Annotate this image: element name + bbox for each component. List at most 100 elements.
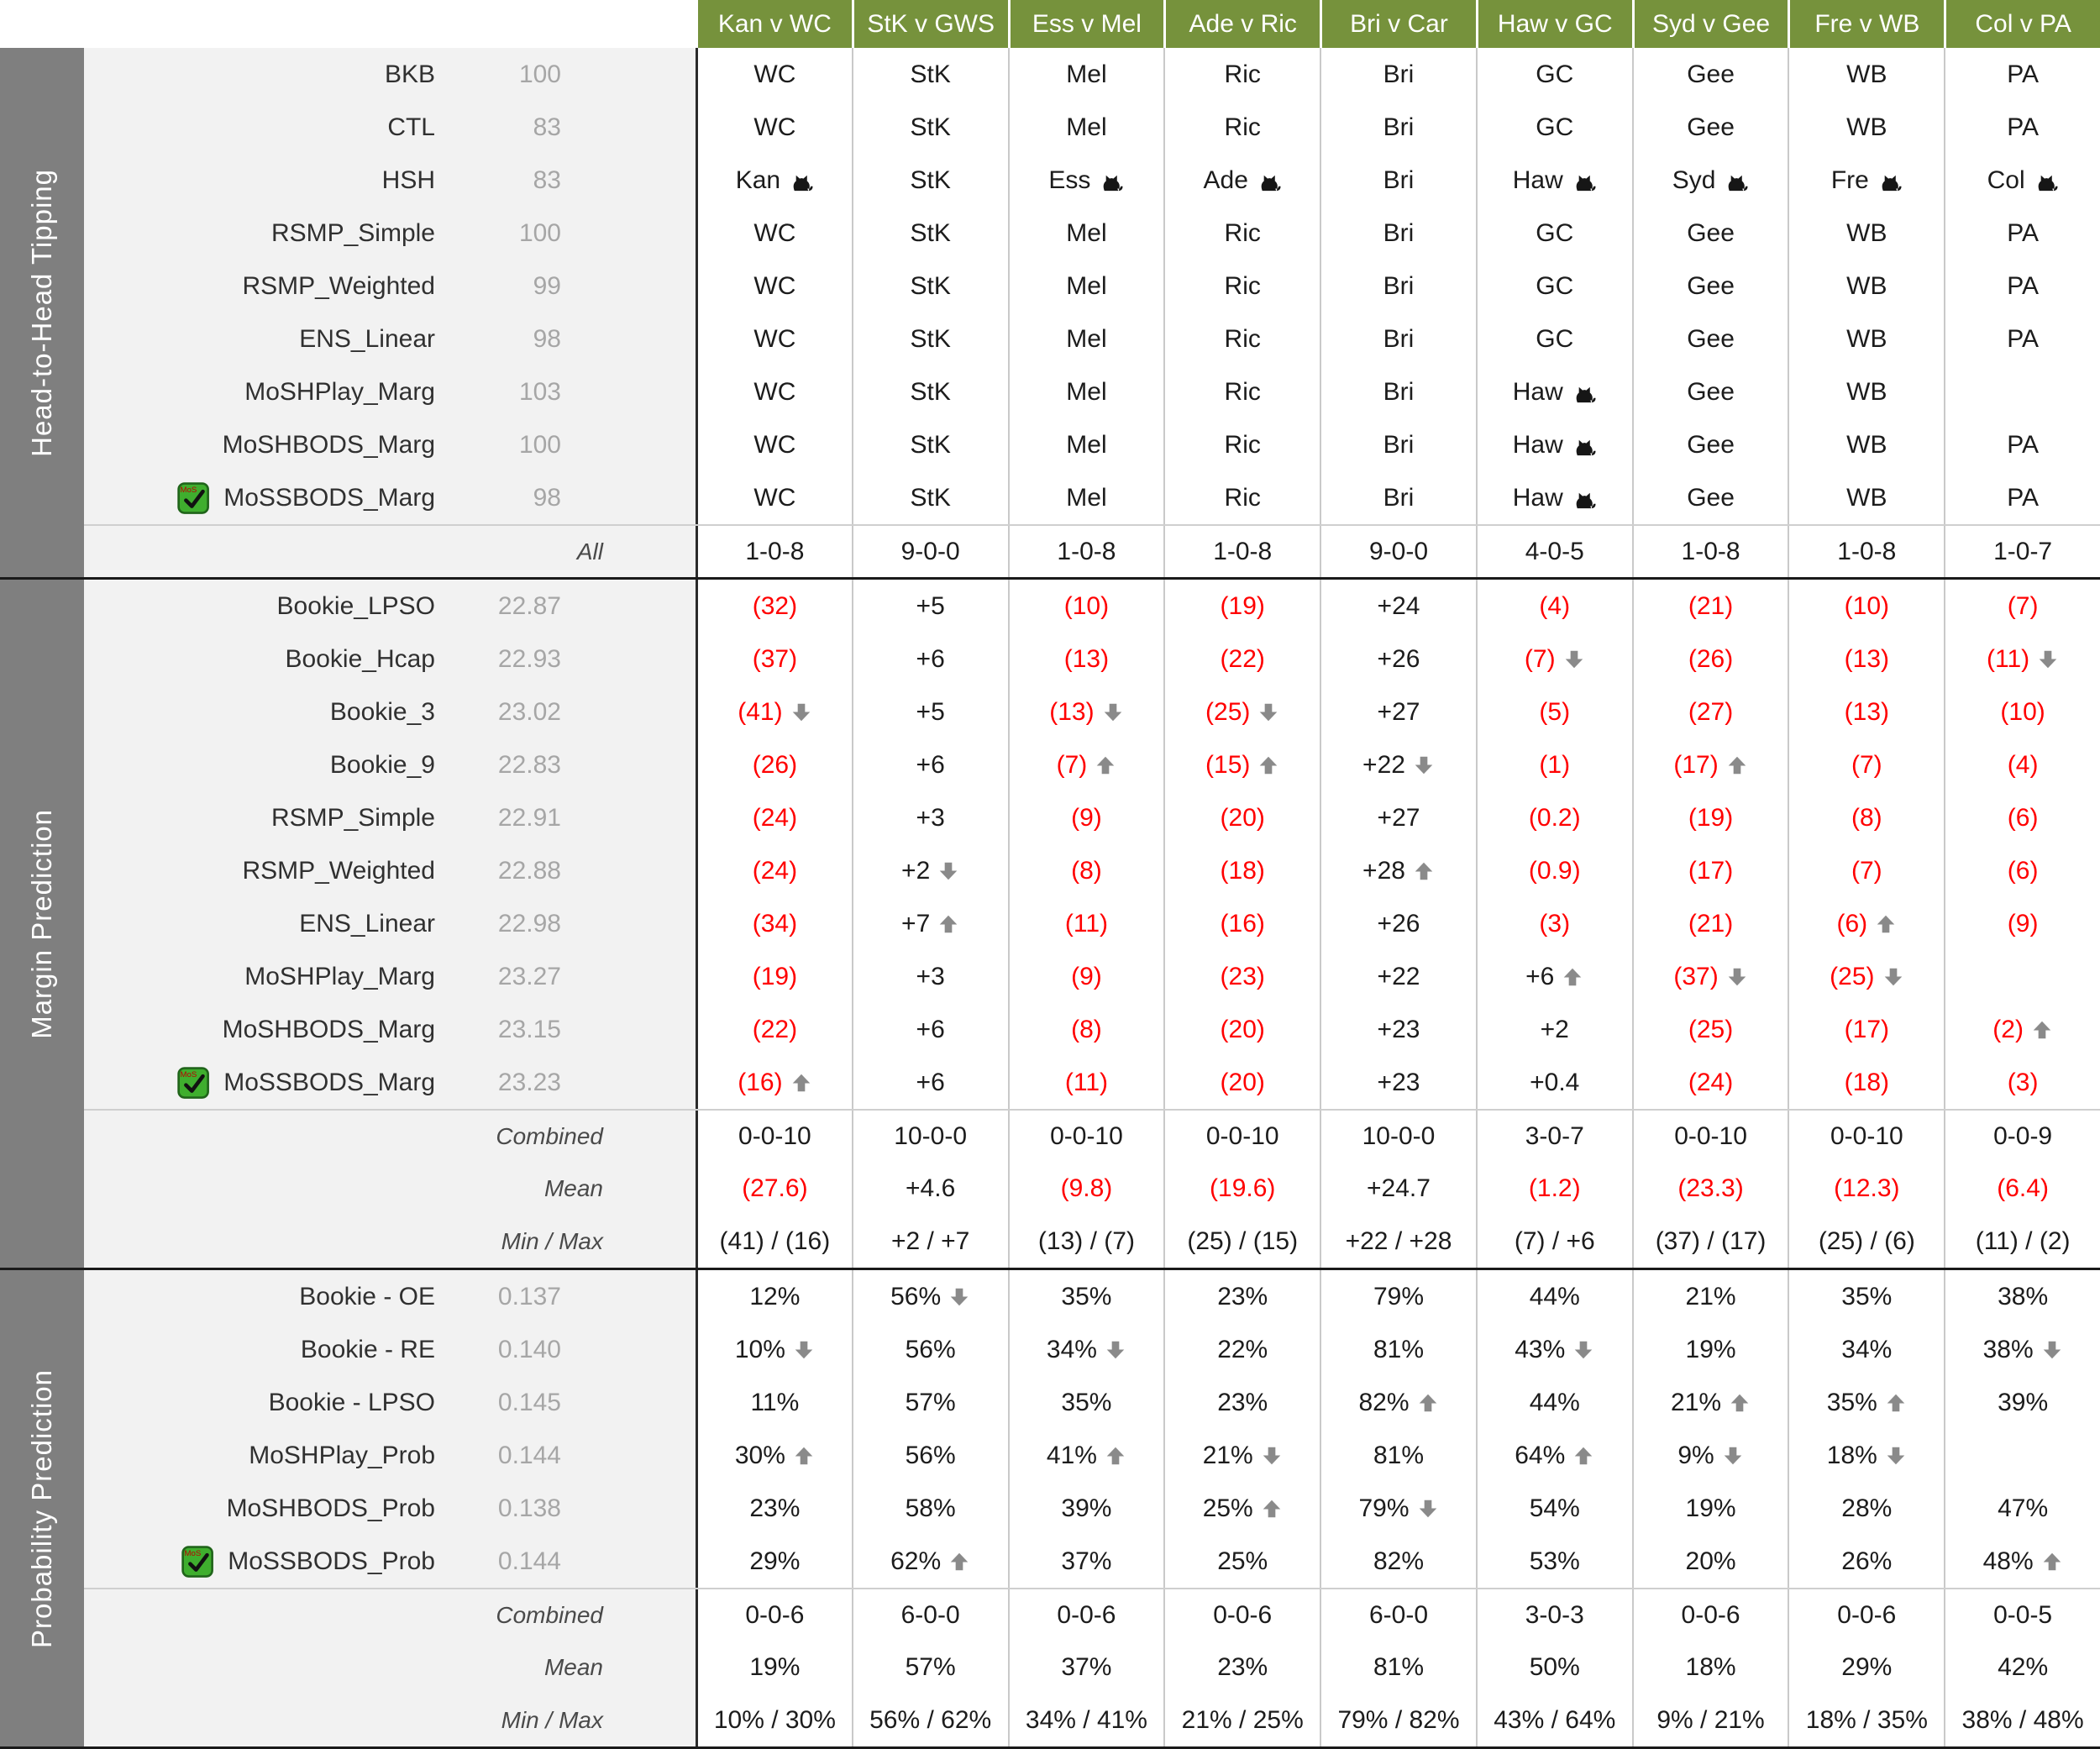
value-cell: PA (1944, 207, 2100, 260)
cell-text: 4-0-5 (1525, 537, 1584, 565)
model-name: ENS_Linear (299, 910, 435, 938)
model-score: 98 (533, 324, 561, 353)
cell-text: (5) (1539, 697, 1571, 726)
value-cell: Syd (1631, 154, 1788, 207)
cell-text: (24) (752, 856, 798, 885)
summary-cell: 21% / 25% (1163, 1694, 1320, 1746)
value-cell: (7) (1007, 738, 1164, 791)
summary-row-label: All (84, 526, 696, 577)
sidebar-label: Head-to-Head Tipping (26, 168, 57, 457)
cell-text: 0-0-6 (1837, 1600, 1897, 1629)
value-cell (1944, 950, 2100, 1003)
cell-text: StK (910, 271, 951, 300)
value-cell: Ric (1163, 260, 1320, 313)
value-cell: WB (1788, 48, 1945, 101)
summary-row-label: Min / Max (84, 1215, 696, 1268)
arrow-down-icon (1102, 701, 1124, 723)
summary-cell: 0-0-6 (696, 1589, 852, 1641)
value-cell: StK (851, 260, 1008, 313)
value-cell: (22) (696, 1003, 852, 1056)
arrow-down-icon (1261, 1445, 1283, 1467)
cell-text: (16) (738, 1068, 783, 1096)
value-cell: WB (1788, 313, 1945, 365)
cell-text: StK (910, 113, 951, 141)
value-cell: PA (1944, 260, 2100, 313)
cell-text: GC (1536, 60, 1574, 88)
model-score: 22.98 (497, 909, 561, 938)
model-name-text: Bookie - RE (300, 1335, 435, 1363)
value-cell: (0.9) (1475, 844, 1632, 897)
model-row: RSMP_Weighted 22.88 (24) +2 (8) (18) +28 (0.9) (… (84, 844, 2100, 897)
cell-text: 10-0-0 (1362, 1121, 1436, 1150)
value-cell: Gee (1631, 207, 1788, 260)
arrow-up-icon (1572, 1445, 1594, 1467)
value-cell: (18) (1788, 1056, 1945, 1109)
value-cell: WB (1788, 418, 1945, 471)
cell-text: 1-0-8 (1213, 537, 1273, 565)
cell-text: WB (1846, 430, 1887, 459)
cell-text: StK (910, 218, 951, 247)
cell-text: Mel (1066, 483, 1107, 512)
value-cell: 41% (1007, 1429, 1164, 1482)
summary-row: Min / Max 10% / 30% 56% / 62% 34% / 41% 21% … (84, 1694, 2100, 1746)
cell-text: (11) (1064, 1068, 1108, 1096)
value-cell: (19) (1163, 580, 1320, 633)
model-row-label: Bookie - OE 0.137 (84, 1270, 696, 1323)
model-score: 0.144 (497, 1441, 561, 1469)
model-name: RSMP_Weighted (242, 272, 435, 301)
value-cell: WC (696, 365, 852, 418)
cell-text: Bri (1383, 165, 1415, 194)
cell-text: (6) (1836, 909, 1868, 938)
value-cell: 25% (1163, 1535, 1320, 1588)
arrow-up-icon (2041, 1551, 2063, 1573)
model-name: MoS MoSSBODS_Marg (176, 1065, 435, 1100)
summary-cell: 1-0-8 (1631, 526, 1788, 577)
summary-row: Combined 0-0-6 6-0-0 0-0-6 0-0-6 6-0-0 3-0-3 0-… (84, 1588, 2100, 1641)
cell-text: WB (1846, 60, 1887, 88)
arrow-down-icon (1413, 754, 1435, 776)
value-cell: Ric (1163, 471, 1320, 524)
arrow-down-icon (1563, 649, 1585, 670)
value-cell: Bri (1320, 154, 1476, 207)
summary-cell: 0-0-10 (1007, 1111, 1164, 1162)
summary-row: Min / Max (41) / (16) +2 / +7 (13) / (7) (25… (84, 1215, 2100, 1268)
model-row-label: RSMP_Weighted 99 (84, 260, 696, 313)
cell-text: (22) (1220, 644, 1265, 673)
summary-cell: 0-0-5 (1944, 1589, 2100, 1641)
cell-text: (13) (1049, 697, 1095, 726)
value-cell: (4) (1944, 738, 2100, 791)
value-cell: (13) (1788, 685, 1945, 738)
model-row: Bookie - RE 0.140 10% 56% 34% 22% 81% 43% 19% 34%… (84, 1323, 2100, 1376)
summary-cell: 42% (1944, 1641, 2100, 1694)
value-cell: 35% (1788, 1376, 1945, 1429)
value-cell: (21) (1631, 580, 1788, 633)
cell-text: (27) (1688, 697, 1734, 726)
cell-text: (8) (1071, 856, 1102, 885)
summary-label-text: Min / Max (501, 1706, 603, 1733)
value-cell: +26 (1320, 633, 1476, 685)
model-name-text: MoSHPlay_Marg (244, 962, 435, 990)
summary-cell: 6-0-0 (1320, 1589, 1476, 1641)
model-row-label: Bookie_Hcap 22.93 (84, 633, 696, 685)
model-row: CTL 83 WC StK Mel Ric Bri GC Gee WB PA (84, 101, 2100, 154)
check-badge-icon: MoS (181, 1544, 216, 1579)
cell-text: 23% (1217, 1282, 1268, 1310)
cell-text: +6 (916, 750, 945, 779)
cell-text: (19.6) (1210, 1174, 1276, 1202)
arrow-down-icon (1257, 701, 1279, 723)
model-score: 99 (533, 271, 561, 300)
cell-text: 39% (1998, 1388, 2049, 1416)
cell-text: 56% (890, 1282, 942, 1310)
cell-text: (22) (752, 1015, 798, 1043)
model-row: MoSHBODS_Marg 100 WC StK Mel Ric Bri Haw Gee WB PA (84, 418, 2100, 471)
value-cell: +5 (851, 685, 1008, 738)
cell-text: (41) / (16) (719, 1226, 831, 1255)
summary-cell: 37% (1007, 1641, 1164, 1694)
value-cell: +0.4 (1475, 1056, 1632, 1109)
cell-text: +5 (916, 697, 945, 726)
value-cell: Gee (1631, 313, 1788, 365)
value-cell: +7 (851, 897, 1008, 950)
cell-text: (4) (1539, 591, 1571, 620)
value-cell: +2 (1475, 1003, 1632, 1056)
value-cell: (16) (1163, 897, 1320, 950)
